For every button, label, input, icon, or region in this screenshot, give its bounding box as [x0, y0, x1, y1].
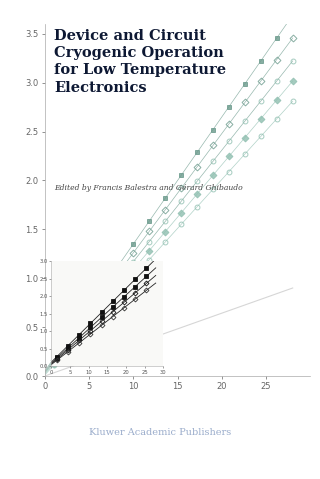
Text: Kluwer Academic Publishers: Kluwer Academic Publishers: [89, 428, 231, 437]
Text: Edited by Francis Balestra and Gérard Ghibaudo: Edited by Francis Balestra and Gérard Gh…: [54, 184, 243, 193]
Text: Device and Circuit
Cryogenic Operation
for Low Temperature
Electronics: Device and Circuit Cryogenic Operation f…: [54, 29, 227, 95]
